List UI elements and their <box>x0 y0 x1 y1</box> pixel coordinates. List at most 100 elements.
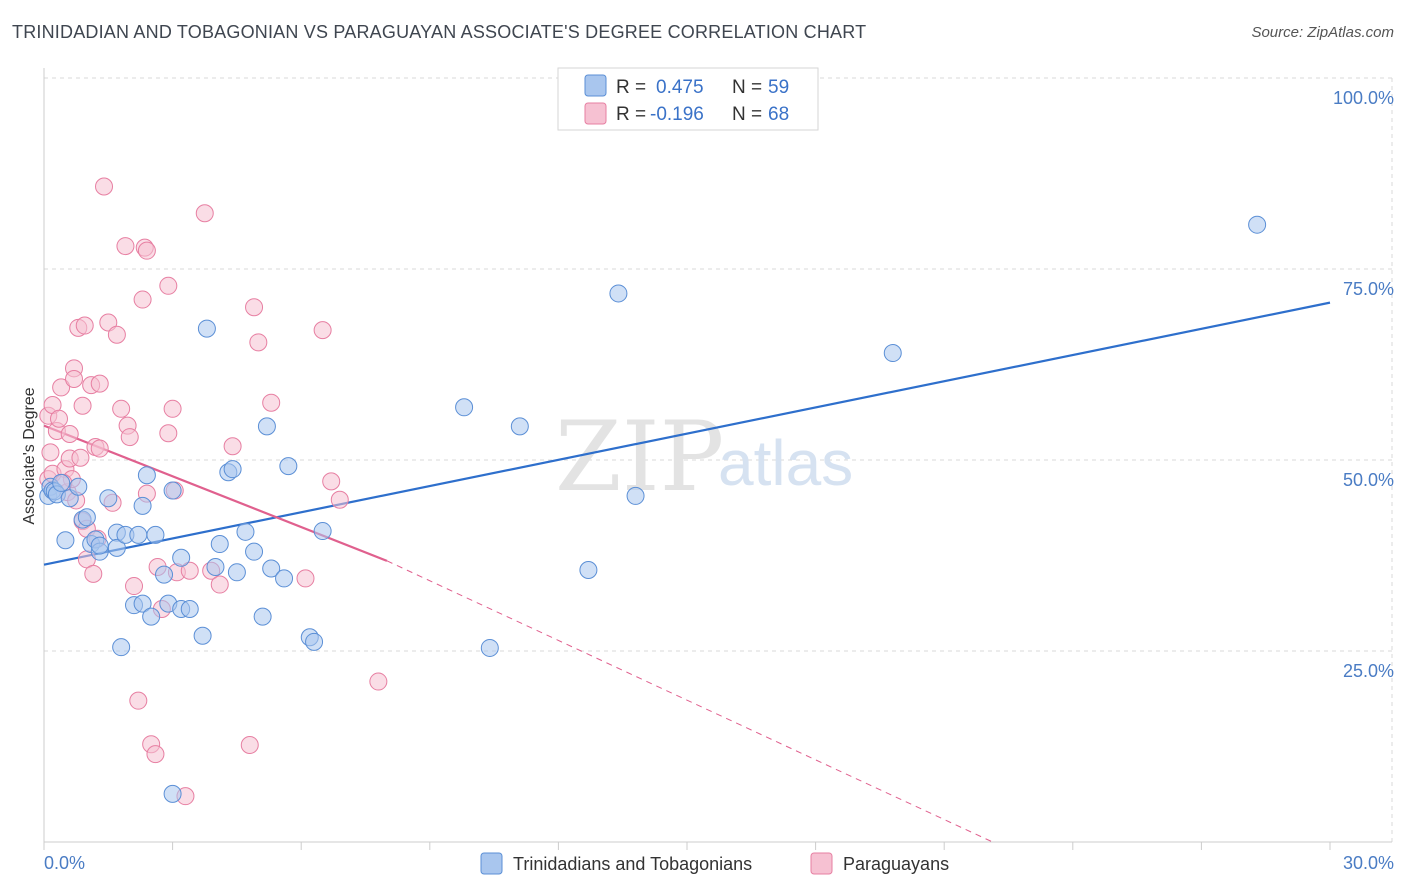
trinidadians-point-22 <box>133 496 152 515</box>
paraguayans-point-59 <box>245 298 264 317</box>
trinidadians-point-45 <box>279 457 298 476</box>
watermark-atlas: atlas <box>718 427 853 499</box>
paraguayans-point-37 <box>125 577 144 596</box>
paraguayans-point-62 <box>296 569 315 588</box>
paraguayans-point-17 <box>71 448 90 467</box>
paraguayans-point-58 <box>240 735 259 754</box>
trinidadians-point-25 <box>146 525 165 544</box>
paraguayans-point-28 <box>90 374 109 393</box>
trend-line-trinidadians <box>43 301 1331 566</box>
paraguayans-point-41 <box>137 241 156 260</box>
bottom-legend-swatch-pink <box>810 852 833 875</box>
paraguayans-point-19 <box>73 396 92 415</box>
trinidadians-point-53 <box>609 284 628 303</box>
trinidadians-point-51 <box>510 417 529 436</box>
paraguayans-point-63 <box>313 321 332 340</box>
paraguayans-point-44 <box>146 745 165 764</box>
paraguayans-point-61 <box>262 393 281 412</box>
correlation-legend: R = 0.475 N = 59 R = -0.196 N = 68 <box>557 67 819 131</box>
trinidadians-point-44 <box>275 569 294 588</box>
x-tick-label-0: 0.0% <box>44 853 85 873</box>
paraguayans-point-47 <box>159 276 178 295</box>
trend-line-paraguayans-extension <box>386 560 993 843</box>
trinidadians-point-33 <box>197 319 216 338</box>
trinidadians-point-28 <box>163 481 182 500</box>
series-legend: Trinidadians and Tobagonians Paraguayans <box>480 852 949 875</box>
trinidadians-point-21 <box>133 594 152 613</box>
trinidadians-point-57 <box>163 784 182 803</box>
paraguayans-point-60 <box>249 333 268 352</box>
paraguayans-point-20 <box>75 316 94 335</box>
watermark: ZIP atlas <box>555 401 853 513</box>
trinidadians-point-20 <box>129 525 148 544</box>
trinidadians-point-34 <box>206 557 225 576</box>
legend-n-value-1: 59 <box>768 77 789 98</box>
trinidadians-point-43 <box>262 559 281 578</box>
trinidadians-point-31 <box>180 599 199 618</box>
paraguayans-point-64 <box>322 472 341 491</box>
paraguayans-point-2 <box>41 443 60 462</box>
paraguayans-point-6 <box>50 409 69 428</box>
chart-title: TRINIDADIAN AND TOBAGONIAN VS PARAGUAYAN… <box>12 22 867 42</box>
paraguayans-point-65 <box>330 490 349 509</box>
trinidadians-point-55 <box>883 344 902 363</box>
paraguayans-point-14 <box>65 370 84 389</box>
trinidadians-point-6 <box>56 531 75 550</box>
y-axis-label: Associate's Degree <box>21 387 38 524</box>
trinidadians-point-42 <box>257 417 276 436</box>
legend-r-label-1: R = <box>616 77 646 98</box>
paraguayans-point-53 <box>180 561 199 580</box>
paraguayans-point-66 <box>369 672 388 691</box>
trinidadians-point-26 <box>155 565 174 584</box>
y-tick-label-100: 100.0% <box>1333 88 1394 108</box>
bottom-legend-swatch-blue <box>480 852 503 875</box>
trinidadians-point-5 <box>52 473 71 492</box>
paraguayans-point-24 <box>84 564 103 583</box>
legend-n-value-2: 68 <box>768 104 789 125</box>
source-credit: Source: ZipAtlas.com <box>1251 24 1394 41</box>
trinidadians-point-32 <box>193 626 212 645</box>
paraguayans-point-29 <box>95 177 114 196</box>
trinidadians-point-47 <box>305 632 324 651</box>
trinidadians-point-50 <box>480 638 499 657</box>
trinidadians-points <box>39 215 1267 803</box>
trinidadians-point-8 <box>69 477 88 496</box>
trinidadians-point-41 <box>253 607 272 626</box>
trinidadians-point-35 <box>210 535 229 554</box>
paraguayans-point-30 <box>99 313 118 332</box>
paraguayans-point-10 <box>60 425 79 444</box>
x-tick-label-30: 30.0% <box>1343 853 1394 873</box>
paraguayans-point-57 <box>223 437 242 456</box>
paraguayans-point-33 <box>112 399 131 418</box>
legend-n-label-1: N = <box>732 77 762 98</box>
paraguayans-point-56 <box>210 575 229 594</box>
trinidadians-point-49 <box>455 398 474 417</box>
bottom-legend-label-1: Trinidadians and Tobagonians <box>513 854 752 874</box>
trinidadians-point-40 <box>245 542 264 561</box>
trinidadians-point-23 <box>137 466 156 485</box>
paraguayans-point-54 <box>195 204 214 223</box>
trinidadians-point-54 <box>626 486 645 505</box>
y-tick-label-75: 75.0% <box>1343 279 1394 299</box>
y-tick-label-50: 50.0% <box>1343 470 1394 490</box>
trinidadians-point-58 <box>90 536 109 555</box>
trinidadians-point-39 <box>236 522 255 541</box>
trinidadians-point-17 <box>112 638 131 657</box>
trinidadians-point-10 <box>77 508 96 527</box>
paraguayans-point-34 <box>116 237 135 256</box>
paraguayans-point-32 <box>107 325 126 344</box>
paraguayans-point-38 <box>129 691 148 710</box>
paraguayans-point-49 <box>163 399 182 418</box>
paraguayans-point-48 <box>159 424 178 443</box>
paraguayans-point-39 <box>133 290 152 309</box>
legend-r-label-2: R = <box>616 104 646 125</box>
legend-r-value-1: 0.475 <box>656 77 704 98</box>
trinidadians-point-38 <box>227 563 246 582</box>
y-tick-label-25: 25.0% <box>1343 661 1394 681</box>
trinidadians-point-37 <box>223 460 242 479</box>
paraguayans-point-36 <box>120 428 139 447</box>
trinidadians-point-30 <box>172 548 191 567</box>
bottom-legend-label-2: Paraguayans <box>843 854 949 874</box>
legend-swatch-pink <box>584 102 607 125</box>
